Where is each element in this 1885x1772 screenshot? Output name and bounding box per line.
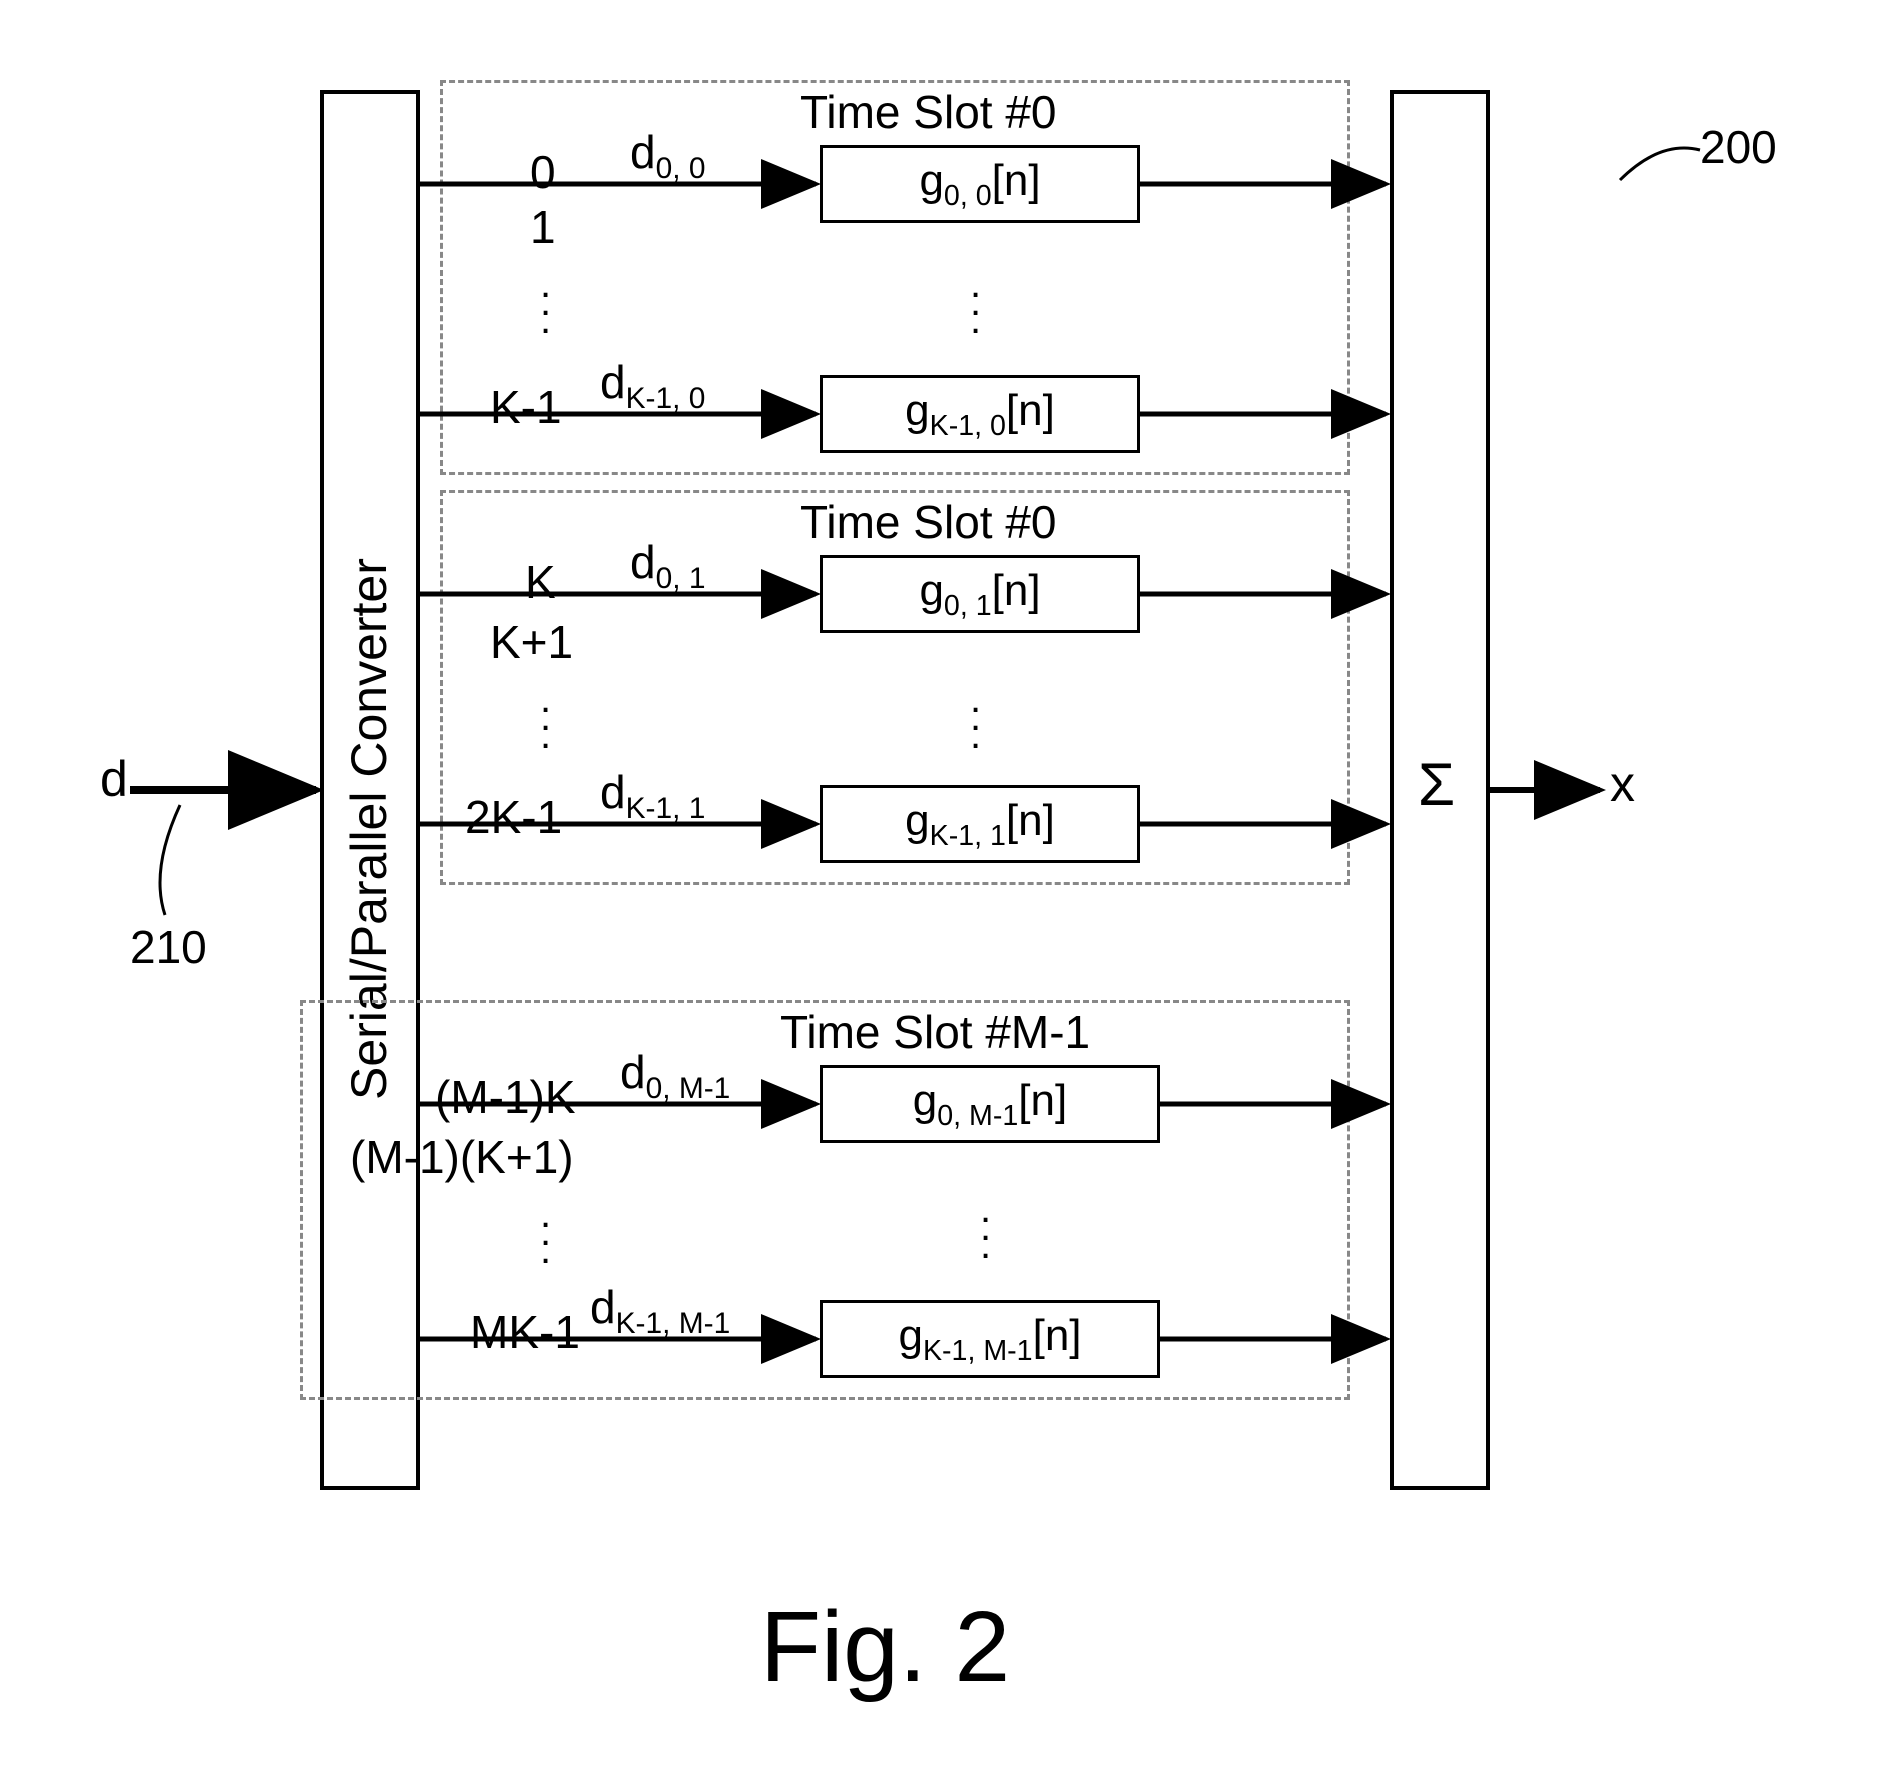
group2-d-bottom-fix: dK-1, M-1 [590, 1280, 730, 1341]
timeslot-title-1: Time Slot #0 [800, 495, 1057, 549]
group1-g-dots: ... [970, 690, 981, 744]
input-symbol: d [100, 750, 128, 808]
sum-symbol: Σ [1418, 750, 1455, 819]
group0-d-bottom: dK-1, 0 [600, 355, 705, 416]
group1-index-top: K [525, 555, 556, 609]
group1-gbox-top: g0, 1[n] [820, 555, 1140, 633]
group1-d-bottom: dK-1, 1 [600, 765, 705, 826]
figure-label: Fig. 2 [760, 1590, 1010, 1705]
group0-index-dots: ... [540, 275, 551, 329]
group2-index-dots: ... [540, 1205, 551, 1259]
diagram-canvas: Serial/Parallel Converter Σ Time Slot #0… [0, 0, 1885, 1772]
group0-index-bottom: K-1 [490, 380, 562, 434]
group2-index-top: (M-1)K [435, 1070, 576, 1124]
group2-d-top: d0, M-1 [620, 1045, 730, 1106]
input-ref: 210 [130, 920, 207, 974]
group2-index-bottom: MK-1 [470, 1305, 580, 1359]
group0-gbox-top: g0, 0[n] [820, 145, 1140, 223]
timeslot-title-2: Time Slot #M-1 [780, 1005, 1090, 1059]
group0-g-dots: ... [970, 275, 981, 329]
group2-gbox-top: g0, M-1[n] [820, 1065, 1160, 1143]
output-symbol: x [1610, 755, 1635, 813]
group1-index-bottom: 2K-1 [465, 790, 562, 844]
group2-g-dots: ... [980, 1200, 991, 1254]
group0-gbox-bottom: gK-1, 0[n] [820, 375, 1140, 453]
group1-d-top: d0, 1 [630, 535, 705, 596]
group0-index-second: 1 [530, 200, 556, 254]
group2-index-second: (M-1)(K+1) [350, 1130, 574, 1184]
group0-index-top: 0 [530, 145, 556, 199]
system-ref: 200 [1700, 120, 1777, 174]
group1-index-dots: ... [540, 690, 551, 744]
group2-gbox-bottom: gK-1, M-1[n] [820, 1300, 1160, 1378]
timeslot-title-0: Time Slot #0 [800, 85, 1057, 139]
group1-index-second: K+1 [490, 615, 573, 669]
group0-d-top: d0, 0 [630, 125, 705, 186]
group1-gbox-bottom: gK-1, 1[n] [820, 785, 1140, 863]
